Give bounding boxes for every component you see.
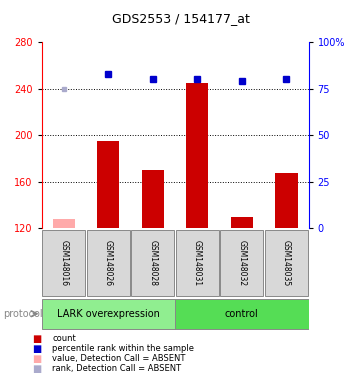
Text: ■: ■: [32, 334, 42, 344]
Text: GDS2553 / 154177_at: GDS2553 / 154177_at: [112, 12, 249, 25]
Bar: [142, 170, 164, 228]
FancyBboxPatch shape: [265, 230, 308, 296]
Text: GSM148032: GSM148032: [238, 240, 246, 286]
Text: ■: ■: [32, 344, 42, 354]
FancyBboxPatch shape: [42, 299, 175, 329]
Text: protocol: protocol: [4, 309, 43, 319]
Bar: [53, 219, 75, 228]
FancyBboxPatch shape: [221, 230, 263, 296]
Text: GSM148026: GSM148026: [104, 240, 113, 286]
Text: percentile rank within the sample: percentile rank within the sample: [52, 344, 194, 353]
Text: GSM148031: GSM148031: [193, 240, 202, 286]
FancyBboxPatch shape: [42, 230, 85, 296]
Bar: [97, 141, 119, 228]
Text: ■: ■: [32, 354, 42, 364]
Bar: [231, 217, 253, 228]
FancyBboxPatch shape: [131, 230, 174, 296]
FancyBboxPatch shape: [176, 230, 219, 296]
Text: ■: ■: [32, 364, 42, 374]
Text: GSM148016: GSM148016: [59, 240, 68, 286]
FancyBboxPatch shape: [175, 299, 309, 329]
FancyBboxPatch shape: [87, 230, 130, 296]
Bar: [186, 83, 208, 228]
Text: control: control: [225, 309, 259, 319]
Text: LARK overexpression: LARK overexpression: [57, 309, 160, 319]
Text: GSM148028: GSM148028: [148, 240, 157, 286]
Text: rank, Detection Call = ABSENT: rank, Detection Call = ABSENT: [52, 364, 182, 373]
Text: count: count: [52, 334, 76, 343]
Bar: [275, 173, 297, 228]
Text: value, Detection Call = ABSENT: value, Detection Call = ABSENT: [52, 354, 186, 363]
Text: GSM148035: GSM148035: [282, 240, 291, 286]
